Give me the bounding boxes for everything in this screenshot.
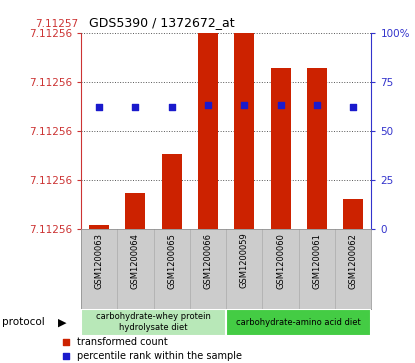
Text: 7.11257: 7.11257 bbox=[35, 19, 78, 29]
Text: carbohydrate-amino acid diet: carbohydrate-amino acid diet bbox=[237, 318, 361, 327]
Bar bbox=[271, 68, 290, 229]
Bar bbox=[89, 225, 109, 229]
Bar bbox=[234, 33, 254, 229]
Bar bbox=[125, 193, 145, 229]
Text: GSM1200064: GSM1200064 bbox=[131, 233, 140, 289]
Point bbox=[269, 171, 276, 177]
Bar bbox=[198, 33, 218, 229]
Point bbox=[168, 104, 175, 110]
Text: carbohydrate-whey protein
hydrolysate diet: carbohydrate-whey protein hydrolysate di… bbox=[96, 313, 211, 332]
Text: GSM1200066: GSM1200066 bbox=[203, 233, 212, 289]
Point bbox=[96, 104, 103, 110]
Point bbox=[277, 102, 284, 108]
Bar bbox=[343, 199, 363, 229]
Bar bbox=[226, 309, 371, 336]
Text: GSM1200062: GSM1200062 bbox=[349, 233, 358, 289]
Text: GSM1200060: GSM1200060 bbox=[276, 233, 285, 289]
Text: protocol: protocol bbox=[2, 317, 45, 327]
Text: GDS5390 / 1372672_at: GDS5390 / 1372672_at bbox=[89, 16, 235, 29]
Text: ▶: ▶ bbox=[58, 317, 66, 327]
Text: GSM1200065: GSM1200065 bbox=[167, 233, 176, 289]
Bar bbox=[162, 154, 182, 229]
Bar bbox=[81, 309, 226, 336]
Point bbox=[314, 102, 320, 108]
Bar bbox=[307, 68, 327, 229]
Point bbox=[205, 102, 211, 108]
Text: GSM1200059: GSM1200059 bbox=[240, 233, 249, 289]
Point bbox=[241, 102, 248, 108]
Text: transformed count: transformed count bbox=[77, 337, 168, 347]
Point bbox=[350, 104, 356, 110]
Point bbox=[269, 297, 276, 302]
Text: GSM1200063: GSM1200063 bbox=[95, 233, 104, 289]
Text: GSM1200061: GSM1200061 bbox=[312, 233, 322, 289]
Text: percentile rank within the sample: percentile rank within the sample bbox=[77, 351, 242, 361]
Point bbox=[132, 104, 139, 110]
